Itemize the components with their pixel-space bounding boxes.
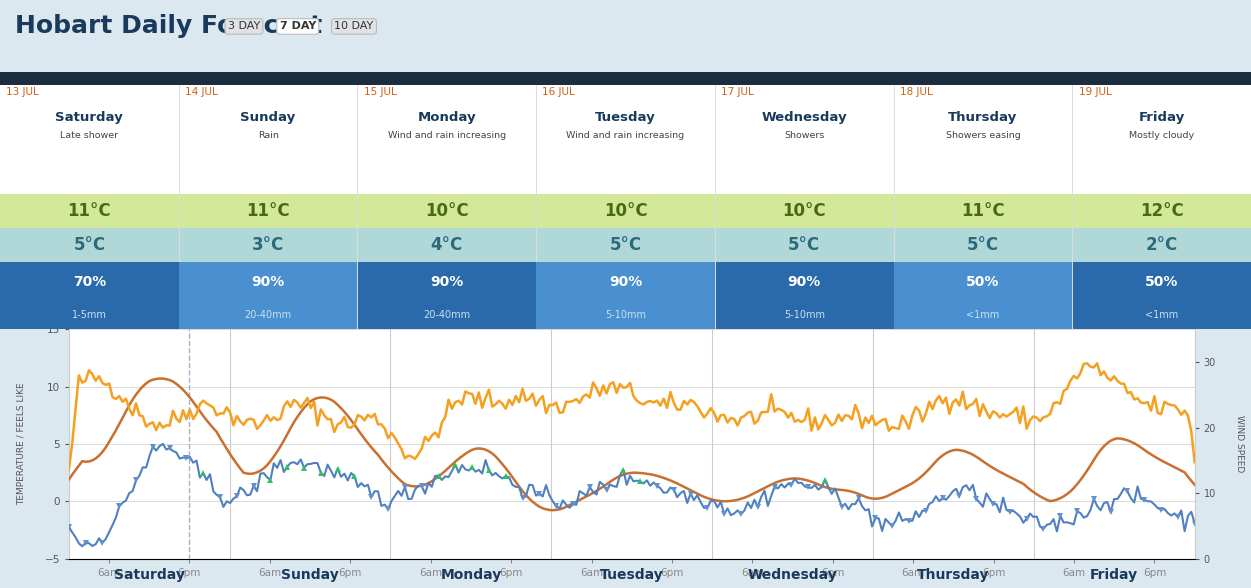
Text: Thursday: Thursday <box>917 568 990 582</box>
Text: Late shower: Late shower <box>60 131 119 141</box>
Text: 5°C: 5°C <box>609 236 642 254</box>
Text: 16 JUL: 16 JUL <box>543 87 575 98</box>
Text: 50%: 50% <box>1145 275 1178 289</box>
Text: Friday: Friday <box>1090 568 1138 582</box>
Text: Wednesday: Wednesday <box>748 568 837 582</box>
Text: °C: °C <box>34 310 48 320</box>
Text: 19 JUL: 19 JUL <box>1078 87 1111 98</box>
Text: 11°C: 11°C <box>246 202 290 220</box>
Text: 10°C: 10°C <box>425 202 469 220</box>
Text: Mostly cloudy: Mostly cloudy <box>1130 131 1195 141</box>
Text: 5°C: 5°C <box>967 236 1000 254</box>
Text: 10 DAY: 10 DAY <box>334 21 374 32</box>
Text: TEMPERATURE / FEELS LIKE: TEMPERATURE / FEELS LIKE <box>18 383 26 505</box>
Text: Wednesday: Wednesday <box>762 111 847 124</box>
Text: Sunday: Sunday <box>281 568 339 582</box>
Text: 5°C: 5°C <box>74 236 105 254</box>
Text: Tuesday: Tuesday <box>595 111 656 124</box>
Text: 7 DAY: 7 DAY <box>279 21 317 32</box>
Text: <1mm: <1mm <box>966 310 1000 320</box>
Text: 17 JUL: 17 JUL <box>721 87 754 98</box>
Text: 50%: 50% <box>966 275 1000 289</box>
Text: 3°C: 3°C <box>251 236 284 254</box>
Text: <1mm: <1mm <box>1145 310 1178 320</box>
Text: Thursday: Thursday <box>948 111 1017 124</box>
Text: Showers: Showers <box>784 131 824 141</box>
Text: 70%: 70% <box>73 275 106 289</box>
Text: Friday: Friday <box>1138 111 1185 124</box>
Text: 13 JUL: 13 JUL <box>6 87 39 98</box>
Text: Monday: Monday <box>418 111 477 124</box>
Text: Saturday: Saturday <box>114 568 185 582</box>
Text: 12°C: 12°C <box>1140 202 1183 220</box>
Text: Showers easing: Showers easing <box>946 131 1021 141</box>
Text: Saturday: Saturday <box>55 111 124 124</box>
Text: 10°C: 10°C <box>782 202 826 220</box>
Text: 18 JUL: 18 JUL <box>899 87 932 98</box>
Text: 1-5mm: 1-5mm <box>71 310 106 320</box>
Text: 14 JUL: 14 JUL <box>185 87 218 98</box>
Text: 90%: 90% <box>609 275 642 289</box>
Text: Wind and rain increasing: Wind and rain increasing <box>388 131 505 141</box>
Text: 5-10mm: 5-10mm <box>605 310 646 320</box>
Text: Hobart Daily Forecast: Hobart Daily Forecast <box>15 15 323 38</box>
Text: 15 JUL: 15 JUL <box>364 87 397 98</box>
Text: 90%: 90% <box>788 275 821 289</box>
Text: 4°C: 4°C <box>430 236 463 254</box>
Text: kt: kt <box>1217 310 1228 320</box>
Text: 20-40mm: 20-40mm <box>423 310 470 320</box>
Text: 5°C: 5°C <box>788 236 821 254</box>
Text: 11°C: 11°C <box>961 202 1005 220</box>
Text: Rain: Rain <box>258 131 279 141</box>
Text: Monday: Monday <box>440 568 502 582</box>
Text: 90%: 90% <box>430 275 463 289</box>
Text: 2°C: 2°C <box>1146 236 1177 254</box>
Text: 90%: 90% <box>251 275 285 289</box>
Text: Tuesday: Tuesday <box>600 568 663 582</box>
Text: 5-10mm: 5-10mm <box>783 310 824 320</box>
Text: Sunday: Sunday <box>240 111 295 124</box>
Text: 20-40mm: 20-40mm <box>244 310 291 320</box>
Text: 11°C: 11°C <box>68 202 111 220</box>
Text: WIND SPEED: WIND SPEED <box>1235 415 1245 473</box>
Text: 3 DAY: 3 DAY <box>228 21 260 32</box>
Text: Wind and rain increasing: Wind and rain increasing <box>567 131 684 141</box>
Text: 10°C: 10°C <box>604 202 647 220</box>
